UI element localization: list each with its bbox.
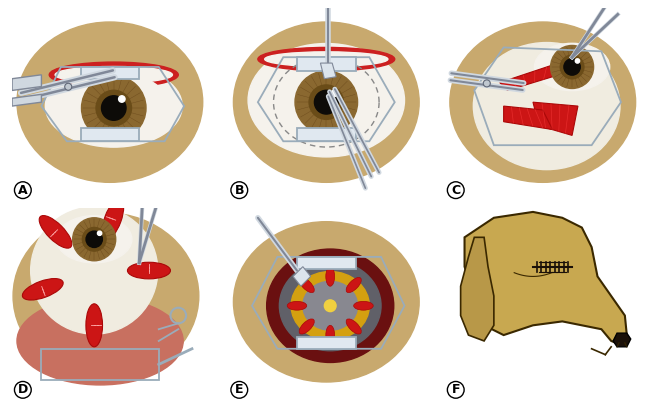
Polygon shape [81,128,139,141]
Circle shape [560,55,584,79]
Polygon shape [297,257,356,269]
Text: D: D [18,383,28,396]
Circle shape [86,231,103,248]
Ellipse shape [233,222,419,382]
Circle shape [73,218,116,261]
Ellipse shape [102,199,124,240]
Polygon shape [12,75,42,90]
Ellipse shape [55,67,172,83]
Polygon shape [12,94,42,106]
Polygon shape [293,267,311,286]
Polygon shape [297,57,356,71]
Ellipse shape [266,249,394,362]
Text: E: E [235,383,244,396]
Ellipse shape [13,213,199,379]
Ellipse shape [354,301,373,310]
Circle shape [564,59,580,75]
Circle shape [331,90,337,97]
Text: C: C [451,183,460,197]
Text: F: F [452,383,460,396]
Ellipse shape [299,277,315,292]
Ellipse shape [86,304,103,347]
Ellipse shape [39,215,72,248]
Ellipse shape [450,22,636,182]
Ellipse shape [299,319,315,334]
Ellipse shape [280,261,381,351]
Ellipse shape [22,279,63,300]
Circle shape [118,96,125,102]
Circle shape [98,231,102,235]
Ellipse shape [534,43,610,91]
Ellipse shape [258,47,395,71]
Polygon shape [81,67,139,79]
Ellipse shape [303,281,358,330]
Circle shape [309,85,343,119]
Ellipse shape [473,42,620,170]
Ellipse shape [346,319,361,334]
Circle shape [483,80,490,87]
Circle shape [96,90,131,126]
Circle shape [101,96,126,120]
Polygon shape [320,63,336,79]
Circle shape [315,90,338,114]
Ellipse shape [17,22,203,182]
Circle shape [295,71,358,134]
Ellipse shape [265,52,388,67]
Polygon shape [504,106,552,129]
Circle shape [83,228,106,251]
Ellipse shape [248,44,404,157]
Ellipse shape [127,262,170,279]
Ellipse shape [287,301,307,310]
Polygon shape [613,333,630,347]
Polygon shape [461,237,494,341]
Ellipse shape [49,62,178,87]
Text: B: B [235,183,244,197]
Circle shape [551,45,593,89]
Ellipse shape [57,215,132,263]
Ellipse shape [233,22,419,182]
Text: A: A [18,183,28,197]
Circle shape [81,76,146,140]
Polygon shape [533,102,578,136]
Circle shape [65,83,72,90]
Ellipse shape [272,68,381,136]
Circle shape [324,300,336,312]
Ellipse shape [326,325,335,345]
Polygon shape [297,128,356,141]
Ellipse shape [291,272,369,340]
Circle shape [575,59,580,63]
Ellipse shape [57,72,170,144]
Ellipse shape [46,65,182,147]
Polygon shape [465,212,627,345]
Polygon shape [500,63,558,90]
Ellipse shape [326,267,335,286]
Ellipse shape [31,207,158,334]
Ellipse shape [17,297,183,385]
Polygon shape [297,337,356,349]
Ellipse shape [346,277,361,292]
